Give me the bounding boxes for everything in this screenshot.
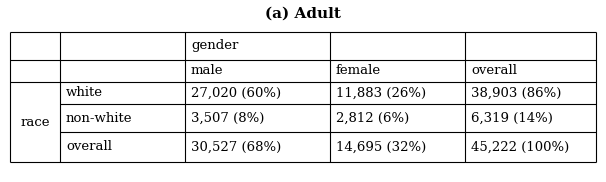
Text: 30,527 (68%): 30,527 (68%) [191,141,281,153]
Text: overall: overall [66,141,112,153]
Text: 6,319 (14%): 6,319 (14%) [471,112,553,124]
Text: gender: gender [191,39,238,52]
Text: 45,222 (100%): 45,222 (100%) [471,141,569,153]
Text: (a) Adult: (a) Adult [265,7,341,21]
Text: race: race [20,116,50,128]
Text: male: male [191,64,224,78]
Text: 38,903 (86%): 38,903 (86%) [471,86,561,100]
Text: 14,695 (32%): 14,695 (32%) [336,141,426,153]
Text: white: white [66,86,103,100]
Text: female: female [336,64,381,78]
Text: overall: overall [471,64,517,78]
Text: 3,507 (8%): 3,507 (8%) [191,112,264,124]
Text: 2,812 (6%): 2,812 (6%) [336,112,409,124]
Text: 11,883 (26%): 11,883 (26%) [336,86,426,100]
Text: 27,020 (60%): 27,020 (60%) [191,86,281,100]
Text: non-white: non-white [66,112,133,124]
